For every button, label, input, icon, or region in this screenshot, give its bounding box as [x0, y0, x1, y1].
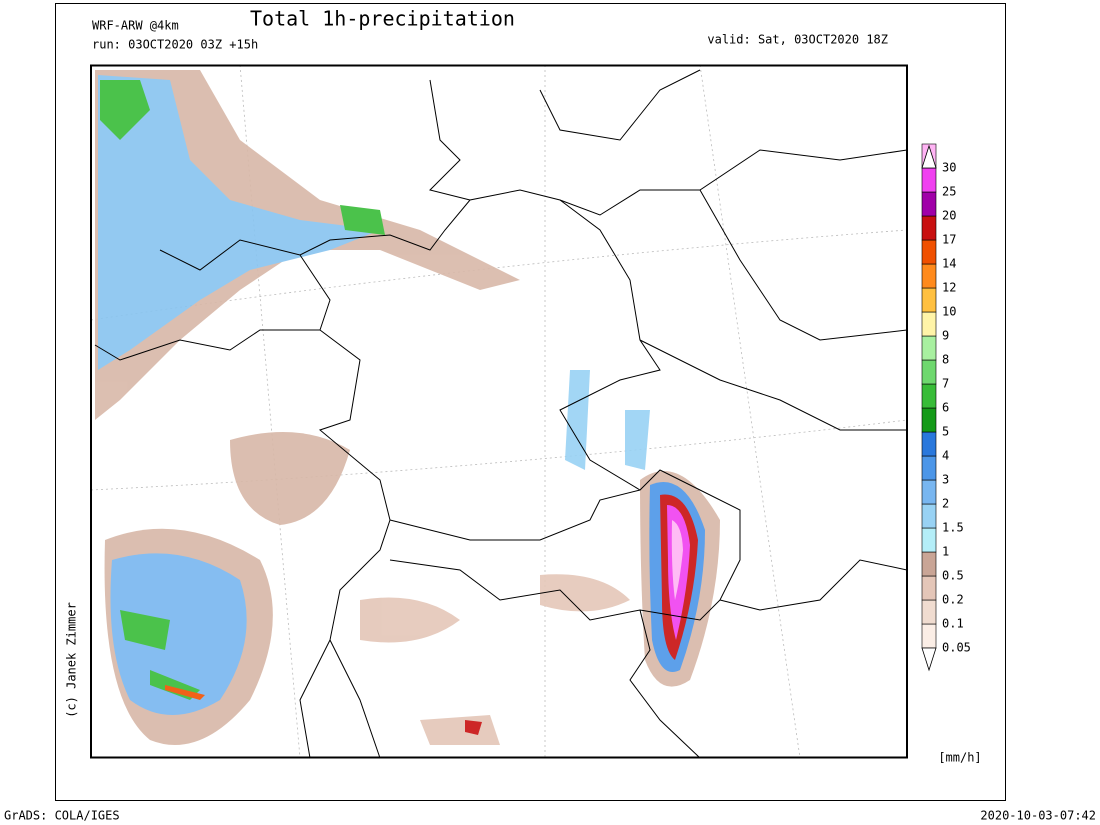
colorbar-box	[921, 191, 937, 217]
colorbar-box	[921, 503, 937, 529]
coastline	[429, 69, 701, 201]
colorbar-label: 5	[942, 425, 949, 439]
model-label: WRF-ARW @4km	[92, 19, 179, 33]
map-frame	[90, 64, 908, 759]
colorbar-box	[921, 167, 937, 193]
colorbar-label: 4	[942, 449, 949, 463]
colorbar-box	[921, 527, 937, 553]
colorbar-label: 1.5	[942, 521, 964, 535]
footer-right: 2020-10-03-07:42	[980, 809, 1096, 823]
colorbar-label: 6	[942, 401, 949, 415]
valid-label: valid: Sat, 03OCT2020 18Z	[707, 33, 888, 47]
colorbar-label: 1	[942, 545, 949, 559]
border	[559, 189, 907, 491]
colorbar-label: 3	[942, 473, 949, 487]
colorbar-box	[921, 215, 937, 241]
colorbar-end	[921, 647, 937, 672]
colorbar-box	[921, 431, 937, 457]
colorbar-label: 30	[942, 161, 956, 175]
colorbar-box	[921, 239, 937, 265]
colorbar-label: 9	[942, 329, 949, 343]
colorbar-label: 12	[942, 281, 956, 295]
colorbar-label: 25	[942, 185, 956, 199]
colorbar-label: 7	[942, 377, 949, 391]
colorbar-box	[921, 599, 937, 625]
run-label: run: 03OCT2020 03Z +15h	[92, 38, 258, 52]
credit: (c) Janek Zimmer	[65, 602, 79, 718]
footer-left: GrADS: COLA/IGES	[4, 809, 120, 823]
precip-field	[95, 70, 720, 745]
colorbar-end	[921, 144, 937, 169]
colorbar-box	[921, 263, 937, 289]
colorbar-box	[921, 407, 937, 433]
colorbar-label: 8	[942, 353, 949, 367]
colorbar-label: 0.2	[942, 593, 964, 607]
colorbar-box	[921, 335, 937, 361]
border	[389, 469, 741, 621]
colorbar-box	[921, 575, 937, 601]
colorbar-box	[921, 383, 937, 409]
colorbar-box	[921, 359, 937, 385]
colorbar-label: 10	[942, 305, 956, 319]
map	[90, 64, 908, 759]
colorbar-label: 0.05	[942, 641, 971, 655]
colorbar-label: 0.5	[942, 569, 964, 583]
colorbar: 0.05 0.1 0.2 0.5 1 1.5 2 3 4 5 6 7 8 9 10 12 14 17 20 25 30	[921, 143, 971, 672]
unit-label: [mm/h]	[938, 751, 981, 765]
colorbar-box	[921, 479, 937, 505]
colorbar-label: 0.1	[942, 617, 964, 631]
outer-frame	[55, 3, 1006, 801]
colorbar-box	[921, 455, 937, 481]
colorbar-box	[921, 287, 937, 313]
border	[299, 559, 907, 758]
colorbar-label: 20	[942, 209, 956, 223]
title: Total 1h-precipitation	[250, 7, 515, 31]
colorbar-box	[921, 311, 937, 337]
colorbar-box	[921, 551, 937, 577]
graticule	[91, 65, 907, 758]
colorbar-box	[921, 623, 937, 649]
colorbar-label: 14	[942, 257, 956, 271]
colorbar-label: 2	[942, 497, 949, 511]
colorbar-label: 17	[942, 233, 956, 247]
